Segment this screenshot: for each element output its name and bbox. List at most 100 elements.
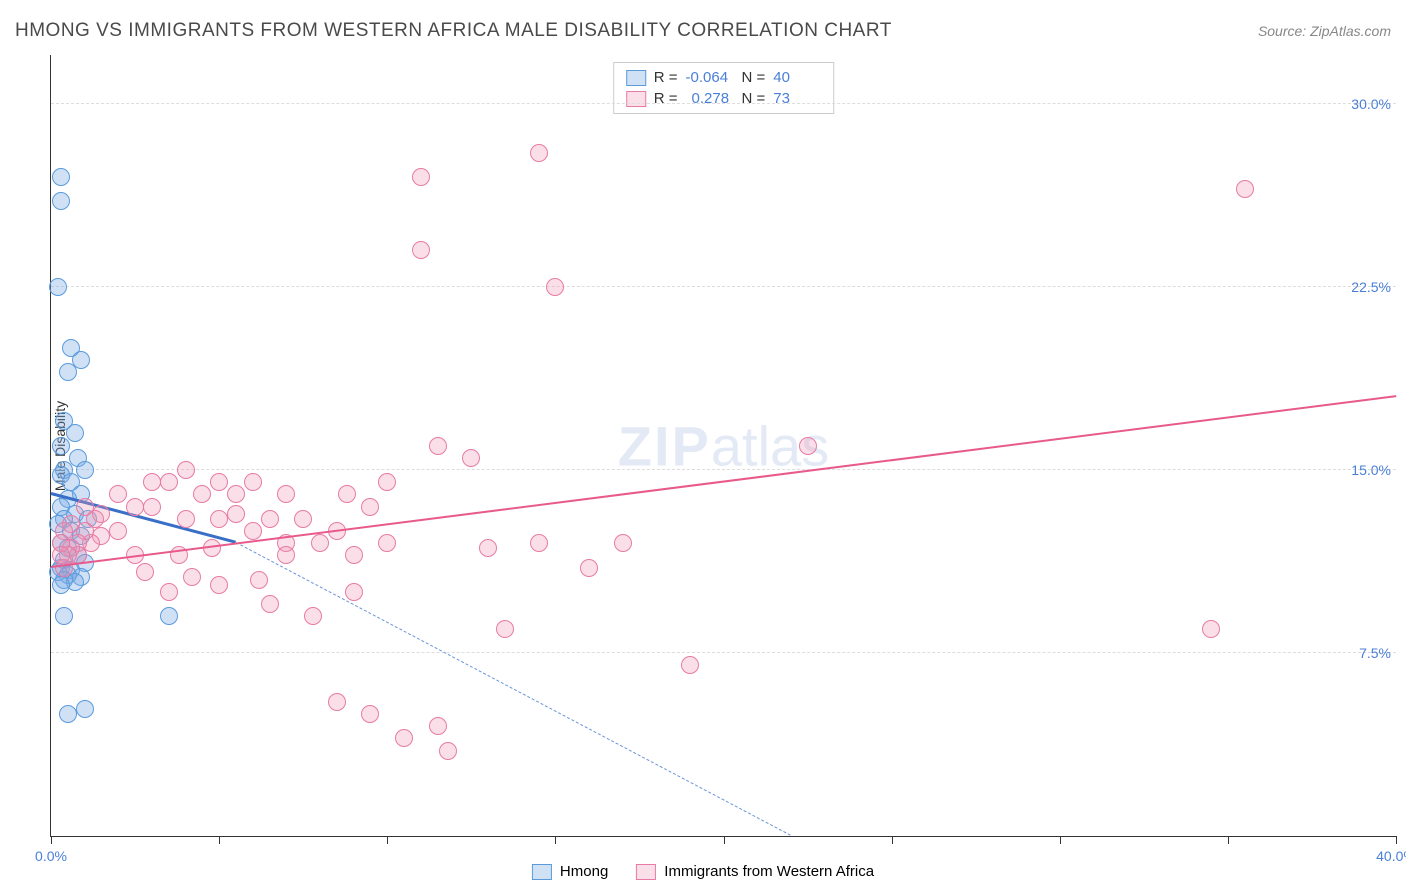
legend-N-hmong: 40 <box>773 69 821 86</box>
legend-label-waf: Immigrants from Western Africa <box>664 863 874 880</box>
scatter-point <box>614 534 632 552</box>
scatter-point <box>244 473 262 491</box>
x-tick <box>1228 836 1229 844</box>
legend-N-label: N = <box>742 69 766 86</box>
scatter-point <box>546 278 564 296</box>
scatter-point <box>227 485 245 503</box>
scatter-point <box>143 473 161 491</box>
legend-R-label-2: R = <box>654 90 678 107</box>
scatter-point <box>126 498 144 516</box>
scatter-point <box>52 576 70 594</box>
scatter-point <box>580 559 598 577</box>
scatter-point <box>412 168 430 186</box>
scatter-point <box>429 717 447 735</box>
scatter-point <box>304 607 322 625</box>
chart-source: Source: ZipAtlas.com <box>1258 23 1391 39</box>
scatter-point <box>244 522 262 540</box>
scatter-point <box>412 241 430 259</box>
scatter-point <box>109 522 127 540</box>
x-tick <box>51 836 52 844</box>
scatter-point <box>799 437 817 455</box>
scatter-point <box>439 742 457 760</box>
scatter-point <box>227 505 245 523</box>
legend-swatch-waf-bottom <box>636 864 656 880</box>
legend-item-waf: Immigrants from Western Africa <box>636 863 874 880</box>
scatter-point <box>378 473 396 491</box>
scatter-point <box>395 729 413 747</box>
legend-N-waf: 73 <box>773 90 821 107</box>
scatter-point <box>59 363 77 381</box>
scatter-point <box>277 485 295 503</box>
scatter-point <box>52 168 70 186</box>
scatter-point <box>294 510 312 528</box>
legend-R-label: R = <box>654 69 678 86</box>
series-legend: Hmong Immigrants from Western Africa <box>532 863 874 880</box>
x-tick-label: 0.0% <box>35 848 67 864</box>
scatter-point <box>210 576 228 594</box>
scatter-point <box>361 498 379 516</box>
legend-N-label-2: N = <box>742 90 766 107</box>
scatter-point <box>345 583 363 601</box>
scatter-point <box>160 607 178 625</box>
legend-row-waf: R = 0.278 N = 73 <box>626 88 822 109</box>
scatter-point <box>59 705 77 723</box>
x-tick <box>219 836 220 844</box>
scatter-point <box>361 705 379 723</box>
scatter-point <box>250 571 268 589</box>
scatter-point <box>136 563 154 581</box>
scatter-chart: ZIPatlas R = -0.064 N = 40 R = 0.278 N =… <box>50 55 1396 837</box>
correlation-legend: R = -0.064 N = 40 R = 0.278 N = 73 <box>613 62 835 114</box>
scatter-point <box>76 700 94 718</box>
x-tick <box>724 836 725 844</box>
scatter-point <box>462 449 480 467</box>
legend-R-hmong: -0.064 <box>686 69 734 86</box>
scatter-point <box>261 510 279 528</box>
scatter-point <box>160 473 178 491</box>
scatter-point <box>530 144 548 162</box>
legend-item-hmong: Hmong <box>532 863 608 880</box>
scatter-point <box>52 437 70 455</box>
scatter-point <box>1202 620 1220 638</box>
scatter-point <box>52 546 70 564</box>
scatter-point <box>277 546 295 564</box>
chart-header: HMONG VS IMMIGRANTS FROM WESTERN AFRICA … <box>15 20 1391 42</box>
scatter-point <box>530 534 548 552</box>
x-tick <box>1396 836 1397 844</box>
y-tick-label: 15.0% <box>1351 462 1391 478</box>
scatter-point <box>345 546 363 564</box>
scatter-point <box>338 485 356 503</box>
legend-swatch-hmong-bottom <box>532 864 552 880</box>
legend-label-hmong: Hmong <box>560 863 608 880</box>
scatter-point <box>52 192 70 210</box>
scatter-point <box>183 568 201 586</box>
trend-line-dashed <box>236 542 791 836</box>
scatter-point <box>210 510 228 528</box>
gridline <box>51 103 1396 104</box>
scatter-point <box>210 473 228 491</box>
scatter-point <box>193 485 211 503</box>
scatter-point <box>429 437 447 455</box>
watermark-bold: ZIP <box>618 414 711 477</box>
gridline <box>51 652 1396 653</box>
scatter-point <box>177 461 195 479</box>
legend-row-hmong: R = -0.064 N = 40 <box>626 67 822 88</box>
scatter-point <box>1236 180 1254 198</box>
x-tick <box>892 836 893 844</box>
legend-swatch-hmong <box>626 70 646 86</box>
gridline <box>51 286 1396 287</box>
scatter-point <box>160 583 178 601</box>
legend-R-waf: 0.278 <box>686 90 734 107</box>
scatter-point <box>76 498 94 516</box>
y-tick-label: 30.0% <box>1351 96 1391 112</box>
scatter-point <box>496 620 514 638</box>
scatter-point <box>177 510 195 528</box>
scatter-point <box>49 278 67 296</box>
y-tick-label: 7.5% <box>1359 645 1391 661</box>
chart-title: HMONG VS IMMIGRANTS FROM WESTERN AFRICA … <box>15 20 892 42</box>
x-tick-label: 40.0% <box>1376 848 1406 864</box>
scatter-point <box>261 595 279 613</box>
scatter-point <box>143 498 161 516</box>
scatter-point <box>378 534 396 552</box>
scatter-point <box>311 534 329 552</box>
x-tick <box>555 836 556 844</box>
